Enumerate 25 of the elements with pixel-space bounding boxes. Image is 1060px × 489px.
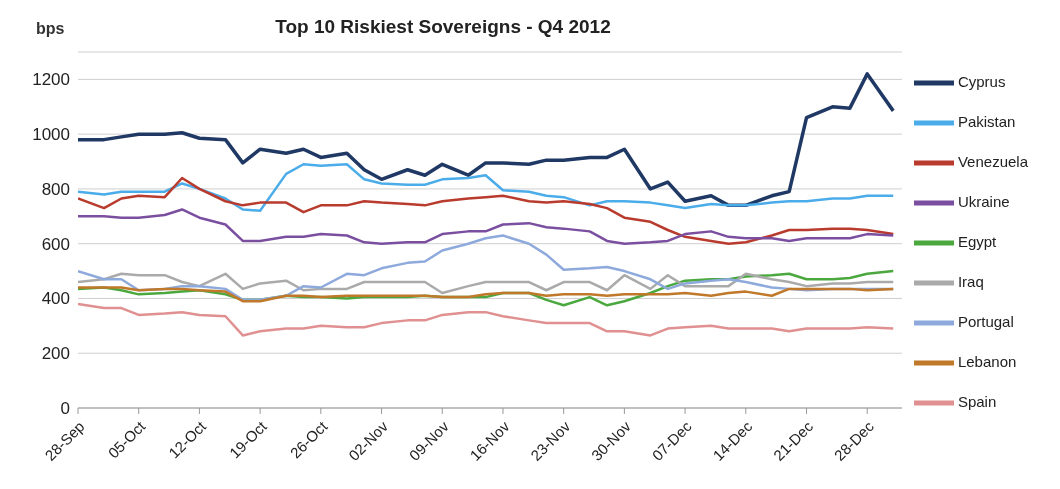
legend-label: Cyprus xyxy=(957,72,1006,90)
y-tick-label: 400 xyxy=(41,289,70,309)
line-series xyxy=(78,302,895,337)
legend-label: Venezuela xyxy=(957,152,1028,170)
line-series xyxy=(78,72,895,208)
y-tick-label: 0 xyxy=(60,399,70,419)
chart-title: Top 10 Riskiest Sovereigns - Q4 2012 xyxy=(275,16,611,37)
line-series xyxy=(78,272,895,295)
line-series xyxy=(78,163,895,213)
legend-label: Portugal xyxy=(957,312,1014,330)
legend-label: Egypt xyxy=(957,232,997,250)
legend-label: Ukraine xyxy=(957,192,1010,210)
y-tick-label: 1200 xyxy=(32,70,70,90)
legend-label: Pakistan xyxy=(957,112,1016,130)
legend-label: Lebanon xyxy=(957,352,1017,370)
y-tick-label: 1000 xyxy=(32,125,70,145)
line-series xyxy=(78,286,895,303)
y-tick-label: 800 xyxy=(41,179,70,199)
y-axis-title: bps xyxy=(36,20,65,38)
line-series xyxy=(78,208,895,245)
line-series xyxy=(78,176,895,245)
legend-label: Iraq xyxy=(957,272,984,290)
y-tick-label: 600 xyxy=(41,234,70,254)
legend-label: Spain xyxy=(957,392,997,410)
y-tick-label: 200 xyxy=(41,344,70,364)
